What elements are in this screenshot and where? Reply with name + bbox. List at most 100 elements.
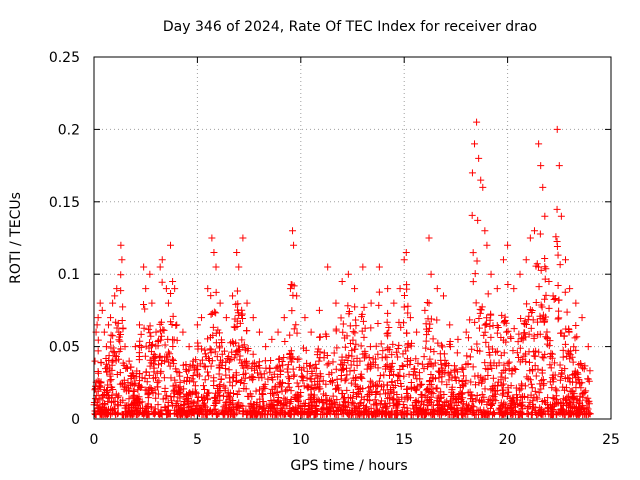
- data-point: [585, 377, 593, 385]
- data-point: [541, 295, 549, 303]
- data-point: [543, 328, 551, 336]
- data-point: [569, 371, 577, 379]
- data-point: [285, 409, 293, 417]
- data-point: [341, 393, 349, 401]
- data-point: [228, 382, 236, 390]
- data-point: [318, 399, 326, 407]
- data-point: [492, 348, 500, 356]
- data-point: [525, 312, 533, 320]
- data-point: [505, 358, 513, 366]
- data-point: [169, 357, 177, 365]
- data-point: [475, 324, 483, 332]
- data-point: [239, 362, 247, 370]
- data-point: [469, 278, 477, 286]
- data-point: [537, 301, 545, 309]
- data-point: [151, 410, 159, 418]
- data-point: [316, 333, 324, 341]
- data-point: [531, 406, 539, 414]
- data-point: [192, 388, 200, 396]
- data-point: [301, 407, 309, 415]
- data-point: [333, 344, 341, 352]
- data-point: [462, 376, 470, 384]
- data-point: [255, 405, 263, 413]
- data-point: [120, 376, 128, 384]
- data-point: [538, 398, 546, 406]
- data-point: [146, 270, 154, 278]
- data-point: [381, 403, 389, 411]
- data-point: [388, 351, 396, 359]
- data-point: [227, 407, 235, 415]
- data-point: [481, 328, 489, 336]
- data-point: [266, 365, 274, 373]
- data-point: [166, 350, 174, 358]
- data-point: [451, 408, 459, 416]
- data-point: [425, 234, 433, 242]
- data-point: [349, 389, 357, 397]
- data-point: [98, 306, 106, 314]
- data-point: [314, 348, 322, 356]
- data-point: [410, 368, 418, 376]
- data-point: [396, 365, 404, 373]
- data-point: [569, 403, 577, 411]
- data-point: [532, 347, 540, 355]
- data-point: [466, 316, 474, 324]
- data-point: [499, 256, 507, 264]
- data-point: [400, 256, 408, 264]
- data-point: [204, 394, 212, 402]
- data-point: [193, 321, 201, 329]
- data-point: [348, 398, 356, 406]
- data-point: [456, 383, 464, 391]
- data-point: [502, 366, 510, 374]
- data-point: [102, 355, 110, 363]
- data-point: [464, 360, 472, 368]
- data-point: [100, 404, 108, 412]
- data-point: [274, 328, 282, 336]
- data-point: [523, 410, 531, 418]
- data-point: [255, 358, 263, 366]
- data-point: [402, 248, 410, 256]
- data-point: [206, 345, 214, 353]
- data-point: [312, 372, 320, 380]
- data-point: [261, 380, 269, 388]
- data-point: [319, 377, 327, 385]
- data-point: [190, 364, 198, 372]
- data-point: [176, 378, 184, 386]
- data-point: [528, 384, 536, 392]
- data-point: [576, 400, 584, 408]
- data-point: [160, 326, 168, 334]
- data-point: [281, 337, 289, 345]
- data-point: [301, 314, 309, 322]
- data-point: [154, 390, 162, 398]
- data-point: [331, 399, 339, 407]
- data-point: [521, 317, 529, 325]
- data-point: [222, 371, 230, 379]
- data-point: [556, 361, 564, 369]
- data-point: [147, 332, 155, 340]
- data-point: [281, 387, 289, 395]
- data-point: [285, 383, 293, 391]
- data-point: [430, 411, 438, 419]
- data-point: [165, 358, 173, 366]
- data-point: [405, 370, 413, 378]
- data-point: [275, 381, 283, 389]
- data-point: [189, 371, 197, 379]
- data-point: [397, 323, 405, 331]
- data-point: [557, 329, 565, 337]
- data-point: [533, 260, 541, 268]
- data-point: [276, 409, 284, 417]
- data-point: [286, 375, 294, 383]
- data-point: [425, 324, 433, 332]
- data-point: [233, 404, 241, 412]
- data-point: [209, 331, 217, 339]
- data-point: [422, 337, 430, 345]
- data-point: [110, 349, 118, 357]
- data-point: [435, 404, 443, 412]
- data-point: [135, 321, 143, 329]
- data-point: [300, 382, 308, 390]
- data-point: [179, 400, 187, 408]
- data-point: [416, 381, 424, 389]
- data-point: [384, 344, 392, 352]
- data-point: [149, 340, 157, 348]
- data-point: [230, 410, 238, 418]
- data-point: [231, 324, 239, 332]
